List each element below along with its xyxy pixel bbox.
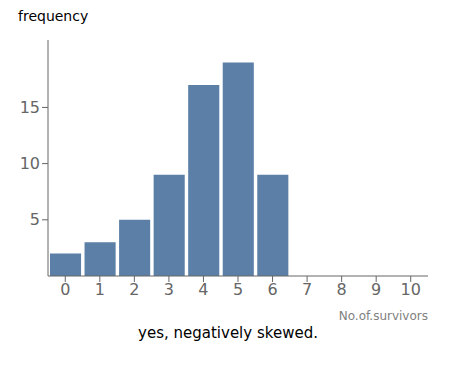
svg-text:10: 10 [401, 280, 421, 299]
svg-text:No.of.survivors: No.of.survivors [339, 309, 428, 320]
svg-text:4: 4 [198, 280, 208, 299]
svg-text:15: 15 [20, 98, 40, 117]
svg-text:9: 9 [371, 280, 381, 299]
svg-text:1: 1 [95, 280, 105, 299]
svg-text:2: 2 [129, 280, 139, 299]
svg-text:10: 10 [20, 154, 40, 173]
html-text:yes, negatively skewed.: yes, negatively skewed. [138, 324, 318, 342]
svg-text:3: 3 [164, 280, 174, 299]
html-text:frequency: frequency [18, 8, 89, 24]
svg-text:8: 8 [337, 280, 347, 299]
svg-text:5: 5 [30, 210, 40, 229]
svg-text:7: 7 [302, 280, 312, 299]
svg-text:5: 5 [233, 280, 243, 299]
svg-text:0: 0 [60, 280, 70, 299]
svg-text:6: 6 [267, 280, 277, 299]
